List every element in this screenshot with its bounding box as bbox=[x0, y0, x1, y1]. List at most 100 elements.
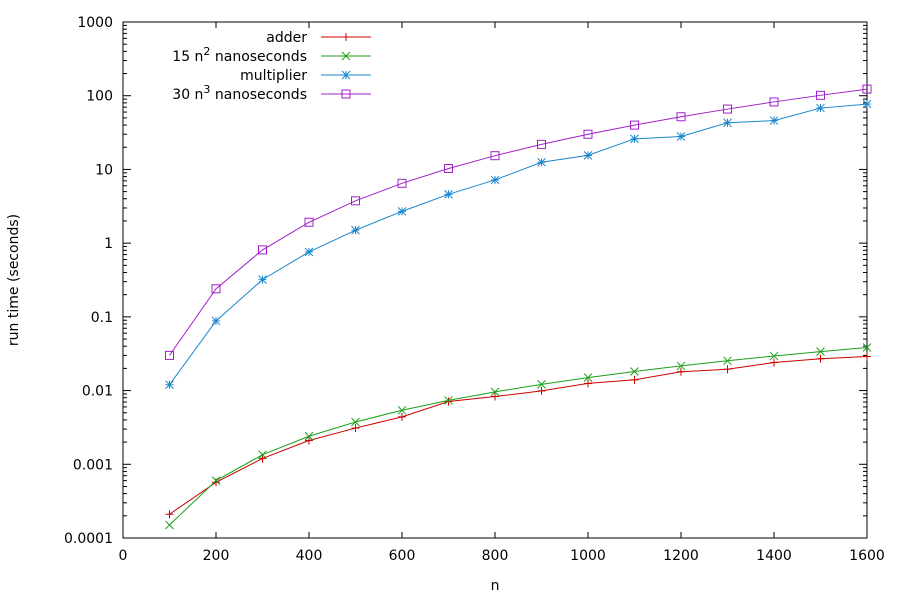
series-15-n2-nanoseconds bbox=[165, 343, 872, 530]
legend-label-main: 30 n bbox=[172, 87, 203, 103]
data-point bbox=[351, 417, 360, 427]
x-tick-label: 800 bbox=[482, 548, 509, 564]
x-tick-label: 1600 bbox=[849, 548, 885, 564]
legend-swatch-marker bbox=[341, 51, 351, 61]
data-point bbox=[676, 112, 686, 122]
data-point bbox=[769, 116, 779, 125]
x-tick-label: 0 bbox=[119, 548, 128, 564]
data-point bbox=[583, 129, 593, 139]
legend-swatch-marker bbox=[341, 70, 351, 80]
data-point bbox=[770, 358, 778, 367]
data-point bbox=[583, 373, 593, 382]
data-point bbox=[258, 245, 267, 255]
data-point bbox=[862, 343, 872, 352]
data-point bbox=[304, 217, 314, 227]
data-point bbox=[584, 379, 592, 388]
legend-item-adder: adder bbox=[266, 30, 371, 46]
y-tick-label: 100 bbox=[86, 89, 113, 105]
data-point bbox=[630, 134, 639, 144]
data-point bbox=[165, 510, 174, 519]
data-point bbox=[490, 151, 500, 161]
data-point bbox=[305, 436, 313, 445]
series-line-adder bbox=[169, 355, 868, 515]
data-point bbox=[676, 132, 686, 141]
series-30-n3-nanoseconds bbox=[165, 84, 872, 360]
data-point bbox=[490, 387, 500, 397]
y-tick-label: 10 bbox=[95, 162, 113, 178]
legend-label-main: adder bbox=[266, 30, 307, 46]
data-point bbox=[397, 206, 407, 216]
legend-item-multiplier: multiplier bbox=[240, 68, 371, 84]
legend-label-main: 15 n bbox=[172, 49, 203, 65]
series-adder bbox=[165, 352, 871, 519]
data-point bbox=[537, 157, 546, 167]
legend-item-15-n2-nanoseconds: 15 n2 nanoseconds bbox=[172, 45, 371, 65]
data-point bbox=[816, 347, 825, 356]
data-point bbox=[677, 367, 685, 376]
data-point bbox=[258, 450, 267, 460]
data-point bbox=[258, 275, 267, 284]
data-point bbox=[862, 84, 872, 94]
data-point bbox=[398, 412, 406, 421]
data-point bbox=[397, 178, 407, 188]
data-point bbox=[862, 99, 872, 109]
data-point bbox=[769, 97, 779, 107]
y-axis-label: run time (seconds) bbox=[6, 214, 22, 346]
x-tick-label: 1200 bbox=[663, 548, 699, 564]
data-point bbox=[863, 352, 871, 361]
legend-swatch-marker bbox=[341, 89, 351, 99]
data-point bbox=[676, 361, 686, 371]
data-point bbox=[723, 365, 732, 374]
legend-label-suffix: nanoseconds bbox=[210, 49, 307, 65]
data-point bbox=[537, 139, 546, 149]
legend-label: multiplier bbox=[240, 68, 307, 84]
data-point bbox=[723, 118, 732, 128]
data-point bbox=[212, 478, 220, 487]
data-point bbox=[630, 120, 639, 130]
legend-label-suffix: nanoseconds bbox=[210, 87, 307, 103]
data-point bbox=[444, 164, 453, 174]
y-tick-label: 0.01 bbox=[82, 384, 113, 400]
legend-label: 30 n3 nanoseconds bbox=[172, 83, 307, 103]
legend-swatch-marker bbox=[342, 33, 350, 41]
data-point bbox=[816, 354, 825, 363]
data-point bbox=[165, 350, 174, 360]
data-point bbox=[304, 247, 314, 257]
x-tick-label: 1000 bbox=[570, 548, 606, 564]
series-line-multiplier bbox=[169, 103, 868, 386]
data-point bbox=[258, 454, 267, 463]
data-point bbox=[816, 90, 825, 100]
legend-label: adder bbox=[266, 30, 307, 46]
data-point bbox=[630, 367, 639, 376]
data-point bbox=[491, 392, 499, 401]
data-point bbox=[165, 380, 174, 390]
series-line-30-n3-nanoseconds bbox=[169, 88, 868, 356]
x-tick-label: 1400 bbox=[756, 548, 792, 564]
x-tick-label: 400 bbox=[296, 548, 323, 564]
legend-item-30-n3-nanoseconds: 30 n3 nanoseconds bbox=[172, 83, 371, 103]
data-point bbox=[211, 284, 221, 294]
data-point bbox=[165, 520, 174, 530]
series-layer bbox=[165, 84, 872, 530]
data-point bbox=[630, 375, 639, 384]
data-point bbox=[444, 189, 453, 199]
data-point bbox=[583, 151, 593, 160]
data-point bbox=[397, 405, 407, 415]
legend-label-exponent: 2 bbox=[203, 45, 210, 58]
axes: 0 200 400 600 800 1000 1200 1400 1600 0.0001 0.001… bbox=[64, 15, 885, 564]
y-tick-label: 0.1 bbox=[91, 310, 113, 326]
data-point bbox=[816, 103, 825, 113]
data-point bbox=[351, 225, 360, 235]
y-tick-label: 0.0001 bbox=[64, 531, 113, 547]
data-point bbox=[537, 379, 546, 389]
data-point bbox=[537, 386, 546, 395]
data-point bbox=[351, 196, 360, 206]
data-point bbox=[211, 476, 221, 485]
legend-label-main: multiplier bbox=[240, 68, 307, 84]
y-tick-label: 1000 bbox=[77, 15, 113, 31]
x-tick-label: 200 bbox=[203, 548, 230, 564]
data-point bbox=[444, 397, 453, 406]
